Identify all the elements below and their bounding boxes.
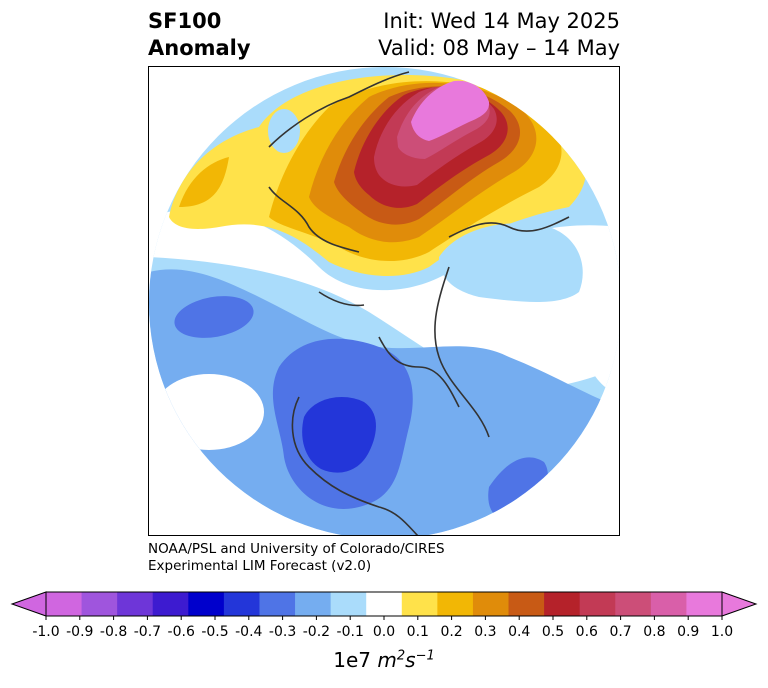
colorbar-cell <box>366 592 403 616</box>
colorbar-cell <box>472 592 510 616</box>
colorbar-cell <box>46 592 83 616</box>
credit: NOAA/PSL and University of Colorado/CIRE… <box>148 541 445 575</box>
colorbar-tick-label: 0.7 <box>609 624 631 640</box>
colorbar-cell <box>188 592 225 616</box>
unit-s: s <box>405 648 416 672</box>
colorbar-tick-label: -0.5 <box>201 624 228 640</box>
colorbar-tick-label: -0.2 <box>303 624 330 640</box>
colorbar-cell <box>650 592 687 616</box>
colorbar-cell <box>508 592 545 616</box>
colorbar-tick-label: 1.0 <box>711 624 733 640</box>
positive-zone-8 <box>411 80 490 141</box>
unit-m-exp: 2 <box>396 648 406 664</box>
colorbar-tick-label: 0.5 <box>542 624 564 640</box>
colorbar-tick-label: -0.9 <box>66 624 93 640</box>
neutral-west <box>154 374 264 450</box>
title-variable: SF100 <box>148 9 222 33</box>
colorbar-cell <box>579 592 616 616</box>
colorbar-tick-label: 0.3 <box>474 624 496 640</box>
colorbar-tick-label: 0.8 <box>643 624 665 640</box>
colorbar-cell <box>615 592 652 616</box>
init-date: Init: Wed 14 May 2025 <box>383 9 620 33</box>
title-kind: Anomaly <box>148 36 251 60</box>
colorbar-over-arrow <box>721 591 758 617</box>
colorbar-tick-label: 0.4 <box>508 624 530 640</box>
colorbar-cell <box>81 592 118 616</box>
unit-prefix: 1e7 <box>333 648 372 672</box>
negative-small-north <box>268 109 300 153</box>
colorbar-tick-label: -1.0 <box>32 624 59 640</box>
credit-line2: Experimental LIM Forecast (v2.0) <box>148 558 372 574</box>
negative-pacific <box>439 223 583 302</box>
colorbar-tick-label: -0.1 <box>337 624 364 640</box>
colorbar-under-arrow <box>10 591 47 617</box>
positive-west <box>179 157 229 207</box>
map-panel <box>148 66 620 536</box>
unit-m: m <box>377 648 397 672</box>
colorbar-tick-label: 0.1 <box>407 624 429 640</box>
colorbar-cell <box>223 592 260 616</box>
colorbar: -1.0 -0.9 -0.8 -0.7 -0.6 -0.5 -0.4 -0.3 -0.2 -0.1… <box>10 591 758 640</box>
colorbar-tick-label: -0.3 <box>269 624 296 640</box>
negative-core <box>302 397 376 473</box>
anomaly-map <box>149 67 619 535</box>
colorbar-tick-label: -0.4 <box>235 624 262 640</box>
chart-title: SF100 Anomaly <box>148 8 251 62</box>
colorbar-tick-label: 0.2 <box>440 624 462 640</box>
colorbar-tick-label: -0.8 <box>100 624 127 640</box>
colorbar-cells <box>10 591 758 617</box>
colorbar-tick-label: 0.9 <box>677 624 699 640</box>
forecast-dates: Init: Wed 14 May 2025 Valid: 08 May – 14… <box>378 8 620 62</box>
colorbar-cell <box>295 592 332 616</box>
colorbar-cell <box>152 592 189 616</box>
unit-s-exp: −1 <box>415 648 435 664</box>
colorbar-tick-label: 0.0 <box>373 624 395 640</box>
colorbar-cell <box>117 592 154 616</box>
coastlines <box>268 71 570 535</box>
colorbar-cell <box>259 592 296 616</box>
colorbar-cell <box>401 592 438 616</box>
colorbar-cell <box>437 592 474 616</box>
colorbar-tick-label: 0.6 <box>576 624 598 640</box>
negative-west-atlantic <box>174 296 254 338</box>
colorbar-ticks: -1.0 -0.9 -0.8 -0.7 -0.6 -0.5 -0.4 -0.3 -0.2 -0.1… <box>32 616 733 640</box>
colorbar-unit: 1e7 m2s−1 <box>0 648 768 672</box>
credit-line1: NOAA/PSL and University of Colorado/CIRE… <box>148 541 445 557</box>
valid-range: Valid: 08 May – 14 May <box>378 36 620 60</box>
colorbar-cell <box>544 592 581 616</box>
colorbar-cell <box>686 592 723 616</box>
colorbar-tick-label: -0.6 <box>168 624 195 640</box>
colorbar-tick-label: -0.7 <box>134 624 161 640</box>
colorbar-cell <box>330 592 367 616</box>
